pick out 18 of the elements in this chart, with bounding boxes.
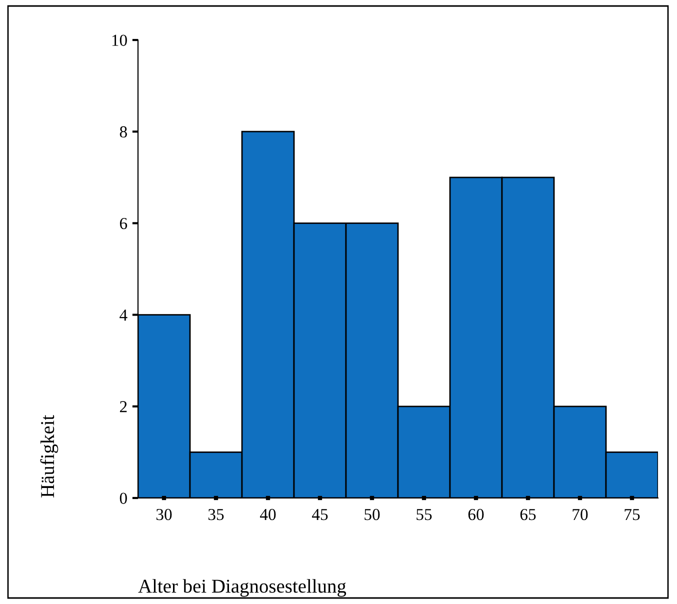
- y-tick-label: 4: [120, 310, 128, 321]
- x-tick-label: 70: [572, 508, 588, 520]
- x-tick-label: 75: [624, 509, 640, 520]
- y-axis-title: Häufigkeit: [40, 414, 58, 498]
- y-tick-label: 10: [112, 34, 127, 46]
- x-tick-label: 65: [520, 508, 536, 520]
- x-tick-label: 40: [260, 508, 276, 520]
- x-axis-title: Alter bei Diagnosestellung: [138, 579, 346, 597]
- y-tick-label: 2: [120, 401, 127, 412]
- y-tick-label: 8: [120, 126, 127, 138]
- x-tick-label: 35: [208, 508, 224, 520]
- y-tick-label: 6: [120, 218, 128, 230]
- x-tick-label: 30: [156, 508, 172, 520]
- x-tick-label: 60: [468, 508, 484, 520]
- x-tick-label: 50: [364, 508, 380, 520]
- y-tick-label: 0: [120, 492, 127, 504]
- x-tick-label: 45: [312, 509, 328, 520]
- x-tick-label: 55: [416, 509, 432, 520]
